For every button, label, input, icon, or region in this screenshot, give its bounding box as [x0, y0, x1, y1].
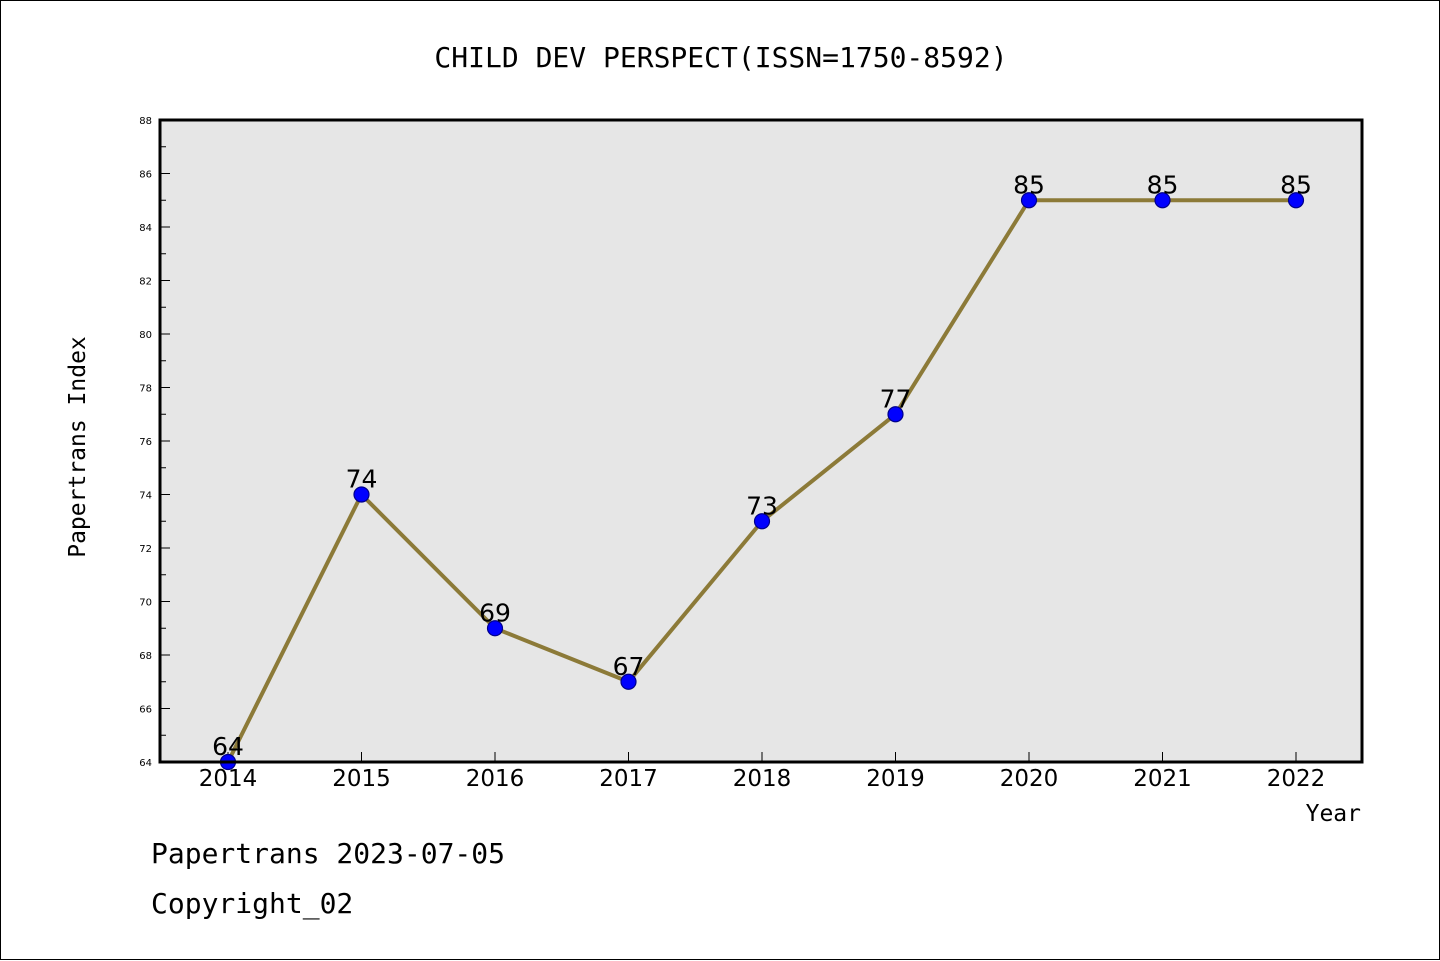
data-label: 85	[1280, 170, 1312, 199]
data-label: 85	[1147, 170, 1179, 199]
y-tick-label: 74	[139, 491, 152, 502]
y-tick-label: 76	[139, 437, 152, 448]
data-label: 77	[880, 384, 912, 413]
y-tick-label: 80	[139, 330, 152, 341]
series-layer	[219, 192, 1305, 771]
data-point	[887, 406, 904, 423]
footer-copyright: Copyright_02	[151, 887, 354, 920]
y-tick-label: 64	[139, 758, 152, 769]
y-axis-ticks: 64 66 68 70 72 74 76 78 80 82 84 86 88	[139, 116, 170, 769]
data-point	[1020, 192, 1038, 209]
data-point	[1154, 192, 1171, 209]
x-tick-label: 2017	[599, 766, 658, 792]
y-tick-label: 88	[139, 116, 152, 127]
y-axis-label: Papertrans Index	[65, 336, 91, 558]
x-tick-label: 2018	[733, 766, 792, 792]
y-tick-label: 66	[139, 705, 152, 716]
y-tick-label: 70	[139, 598, 152, 609]
footer-date: Papertrans 2023-07-05	[151, 837, 506, 870]
data-point	[753, 513, 771, 530]
y-tick-label: 82	[139, 277, 152, 288]
x-tick-label: 2019	[866, 766, 925, 792]
x-tick-label: 2020	[1000, 766, 1059, 792]
data-point	[353, 486, 370, 503]
chart-title: CHILD DEV PERSPECT(ISSN=1750-8592)	[434, 41, 1007, 74]
x-axis-ticks: 2014 2015 2016 2017 2018 2019 2020 2021 2022	[199, 752, 1326, 792]
data-label: 64	[212, 732, 244, 761]
data-label: 67	[613, 652, 645, 681]
x-tick-label: 2016	[466, 766, 525, 792]
x-tick-label: 2022	[1267, 766, 1326, 792]
data-label: 73	[746, 491, 778, 520]
y-tick-label: 86	[139, 170, 152, 181]
data-label: 74	[346, 465, 378, 494]
y-tick-label: 68	[139, 651, 152, 662]
x-axis-label: Year	[1306, 801, 1361, 827]
y-tick-label: 78	[139, 384, 152, 395]
y-tick-label: 84	[139, 223, 152, 234]
x-tick-label: 2021	[1133, 766, 1192, 792]
plot-frame	[158, 118, 1364, 764]
data-label: 69	[479, 598, 511, 627]
y-tick-label: 72	[139, 544, 152, 555]
data-point	[1287, 192, 1305, 209]
data-labels-layer: 64 74 69 67 73 77 85 85 85	[212, 170, 1312, 761]
plot-area	[160, 120, 1362, 762]
data-label: 85	[1013, 170, 1045, 199]
x-tick-label: 2014	[199, 766, 258, 792]
x-tick-label: 2015	[332, 766, 391, 792]
data-point	[620, 673, 637, 690]
data-point	[486, 620, 504, 637]
